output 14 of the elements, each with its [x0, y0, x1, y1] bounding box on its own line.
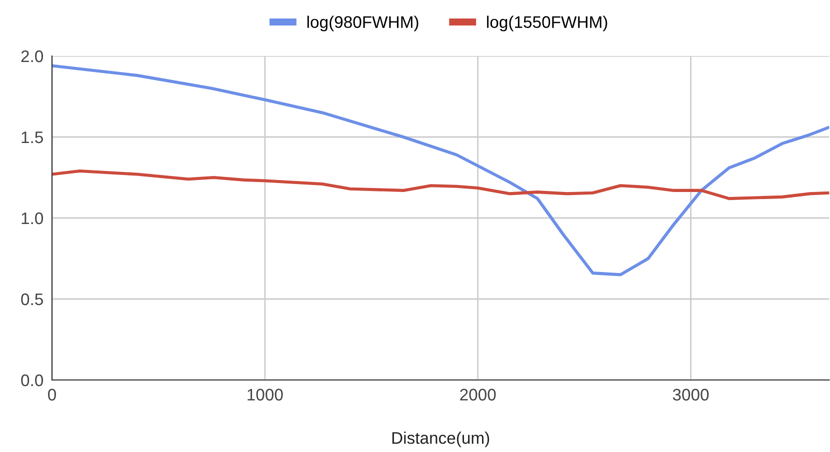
x-tick-label: 3000	[672, 388, 709, 401]
x-tick-label: 1000	[248, 388, 283, 401]
line-series	[52, 169, 830, 200]
line-series	[52, 64, 830, 276]
y-tick-label: 1.0	[22, 212, 44, 224]
x-tick-label: 0	[48, 388, 56, 401]
x-axis-title: Distance(um)	[392, 432, 490, 448]
y-tick-label: 0.0	[21, 374, 44, 386]
y-tick-label: 0.5	[21, 293, 43, 306]
legend-label: log(980FWHM)	[307, 16, 418, 32]
y-tick-label: 2.0	[21, 50, 44, 62]
x-tick-label: 2000	[460, 388, 496, 401]
legend-label: log(1550FWHM)	[487, 16, 608, 32]
y-tick-label: 1.5	[22, 132, 43, 144]
